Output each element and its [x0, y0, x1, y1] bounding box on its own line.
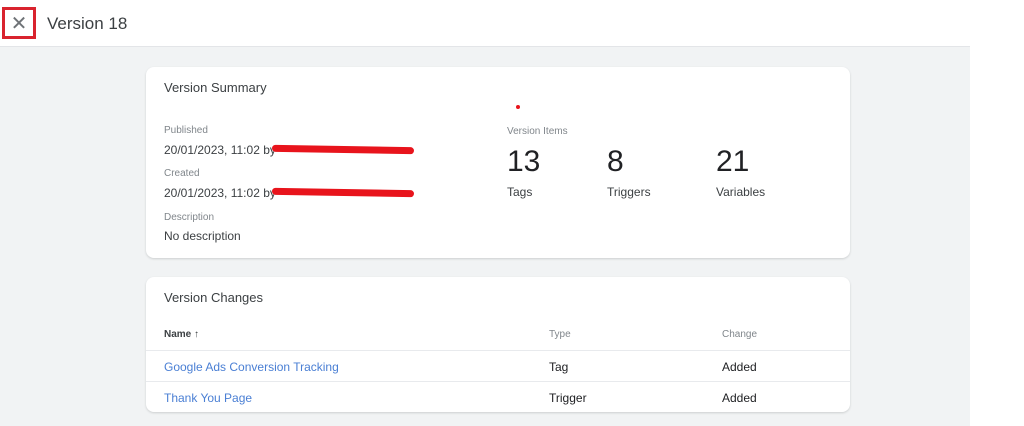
- table-row: Google Ads Conversion Tracking Tag Added: [146, 350, 850, 381]
- triggers-label: Triggers: [607, 185, 651, 199]
- item-type: Tag: [549, 360, 569, 374]
- red-dot: [516, 105, 520, 109]
- column-header-change: Change: [722, 329, 758, 340]
- column-label: Name: [164, 329, 192, 340]
- item-change: Added: [722, 360, 757, 374]
- published-label: Published: [164, 125, 208, 136]
- page-title: Version 18: [47, 14, 128, 33]
- created-label: Created: [164, 168, 200, 179]
- close-icon: ✕: [10, 12, 28, 35]
- main-content: Version Summary Published 20/01/2023, 11…: [0, 47, 970, 426]
- variables-count: 21: [716, 145, 750, 178]
- item-link[interactable]: Thank You Page: [164, 391, 253, 405]
- item-link[interactable]: Google Ads Conversion Tracking: [164, 360, 339, 374]
- triggers-count: 8: [607, 145, 624, 178]
- column-header-type: Type: [549, 329, 571, 340]
- item-change: Added: [722, 391, 757, 405]
- redaction-mark: [271, 187, 415, 198]
- column-header-name[interactable]: Name ↑: [164, 329, 199, 340]
- description-label: Description: [164, 212, 215, 223]
- version-changes-card: Version Changes Name ↑ Type Change Googl…: [146, 277, 850, 412]
- variables-label: Variables: [716, 185, 766, 199]
- version-summary-card: Version Summary Published 20/01/2023, 11…: [146, 67, 850, 258]
- tags-label: Tags: [507, 185, 533, 199]
- created-value: 20/01/2023, 11:02 by: [164, 186, 276, 200]
- card-title: Version Summary: [164, 80, 267, 95]
- arrow-up-icon: ↑: [194, 329, 200, 340]
- version-items-label: Version Items: [507, 126, 568, 137]
- item-type: Trigger: [549, 391, 587, 405]
- close-button[interactable]: ✕: [2, 7, 36, 39]
- card-title: Version Changes: [164, 290, 264, 305]
- redaction-mark: [271, 144, 415, 155]
- table-row: Thank You Page Trigger Added: [146, 381, 850, 412]
- published-value: 20/01/2023, 11:02 by: [164, 143, 276, 157]
- description-value: No description: [164, 229, 241, 243]
- header: ✕ Version 18: [0, 0, 970, 47]
- tags-count: 13: [507, 145, 541, 178]
